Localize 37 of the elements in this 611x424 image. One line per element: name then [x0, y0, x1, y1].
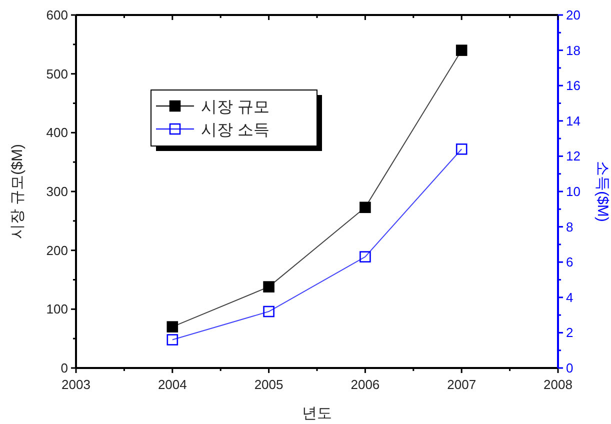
y2-tick-label: 2: [566, 325, 574, 340]
y2-tick-label: 14: [566, 113, 580, 128]
point: [456, 143, 468, 155]
point: [263, 281, 274, 292]
y-tick-label: 500: [46, 66, 68, 82]
y2-tick-label: 8: [566, 219, 574, 234]
y2-axis-title: 소득($M): [594, 161, 611, 222]
legend-label: 시장 소득: [201, 122, 270, 139]
y-axis-title: 시장 규모($M): [9, 144, 26, 239]
point: [166, 321, 178, 332]
x-tick-label: 2006: [350, 377, 380, 392]
x-tick-label: 2003: [62, 377, 90, 392]
y2-tick-label: 16: [566, 78, 580, 94]
point: [360, 202, 371, 214]
legend-label: 시장 규모: [201, 99, 270, 116]
y2-tick-label: 10: [566, 184, 580, 199]
y-tick-label: 200: [46, 242, 68, 258]
point: [456, 44, 468, 56]
x-tick-label: 2005: [254, 377, 284, 392]
y2-tick-label: 12: [566, 148, 580, 164]
x-axis-title: 년도: [302, 405, 332, 422]
y2-tick-label: 0: [566, 360, 574, 376]
y2-tick-label: 4: [566, 290, 574, 305]
x-tick-label: 2004: [158, 377, 187, 392]
x-tick-label: 2007: [447, 377, 476, 392]
y-tick-label: 0: [60, 360, 68, 376]
point: [166, 334, 178, 346]
point: [360, 251, 371, 262]
y2-tick-label: 18: [566, 42, 580, 58]
point: [263, 306, 274, 318]
y2-tick-label: 6: [566, 254, 574, 270]
y2-tick-label: 20: [566, 8, 580, 22]
y-tick-label: 300: [46, 184, 68, 199]
y-tick-label: 100: [46, 302, 68, 317]
y-tick-label: 400: [46, 125, 68, 140]
y-tick-label: 600: [46, 8, 68, 22]
x-tick-label: 2008: [544, 377, 572, 392]
